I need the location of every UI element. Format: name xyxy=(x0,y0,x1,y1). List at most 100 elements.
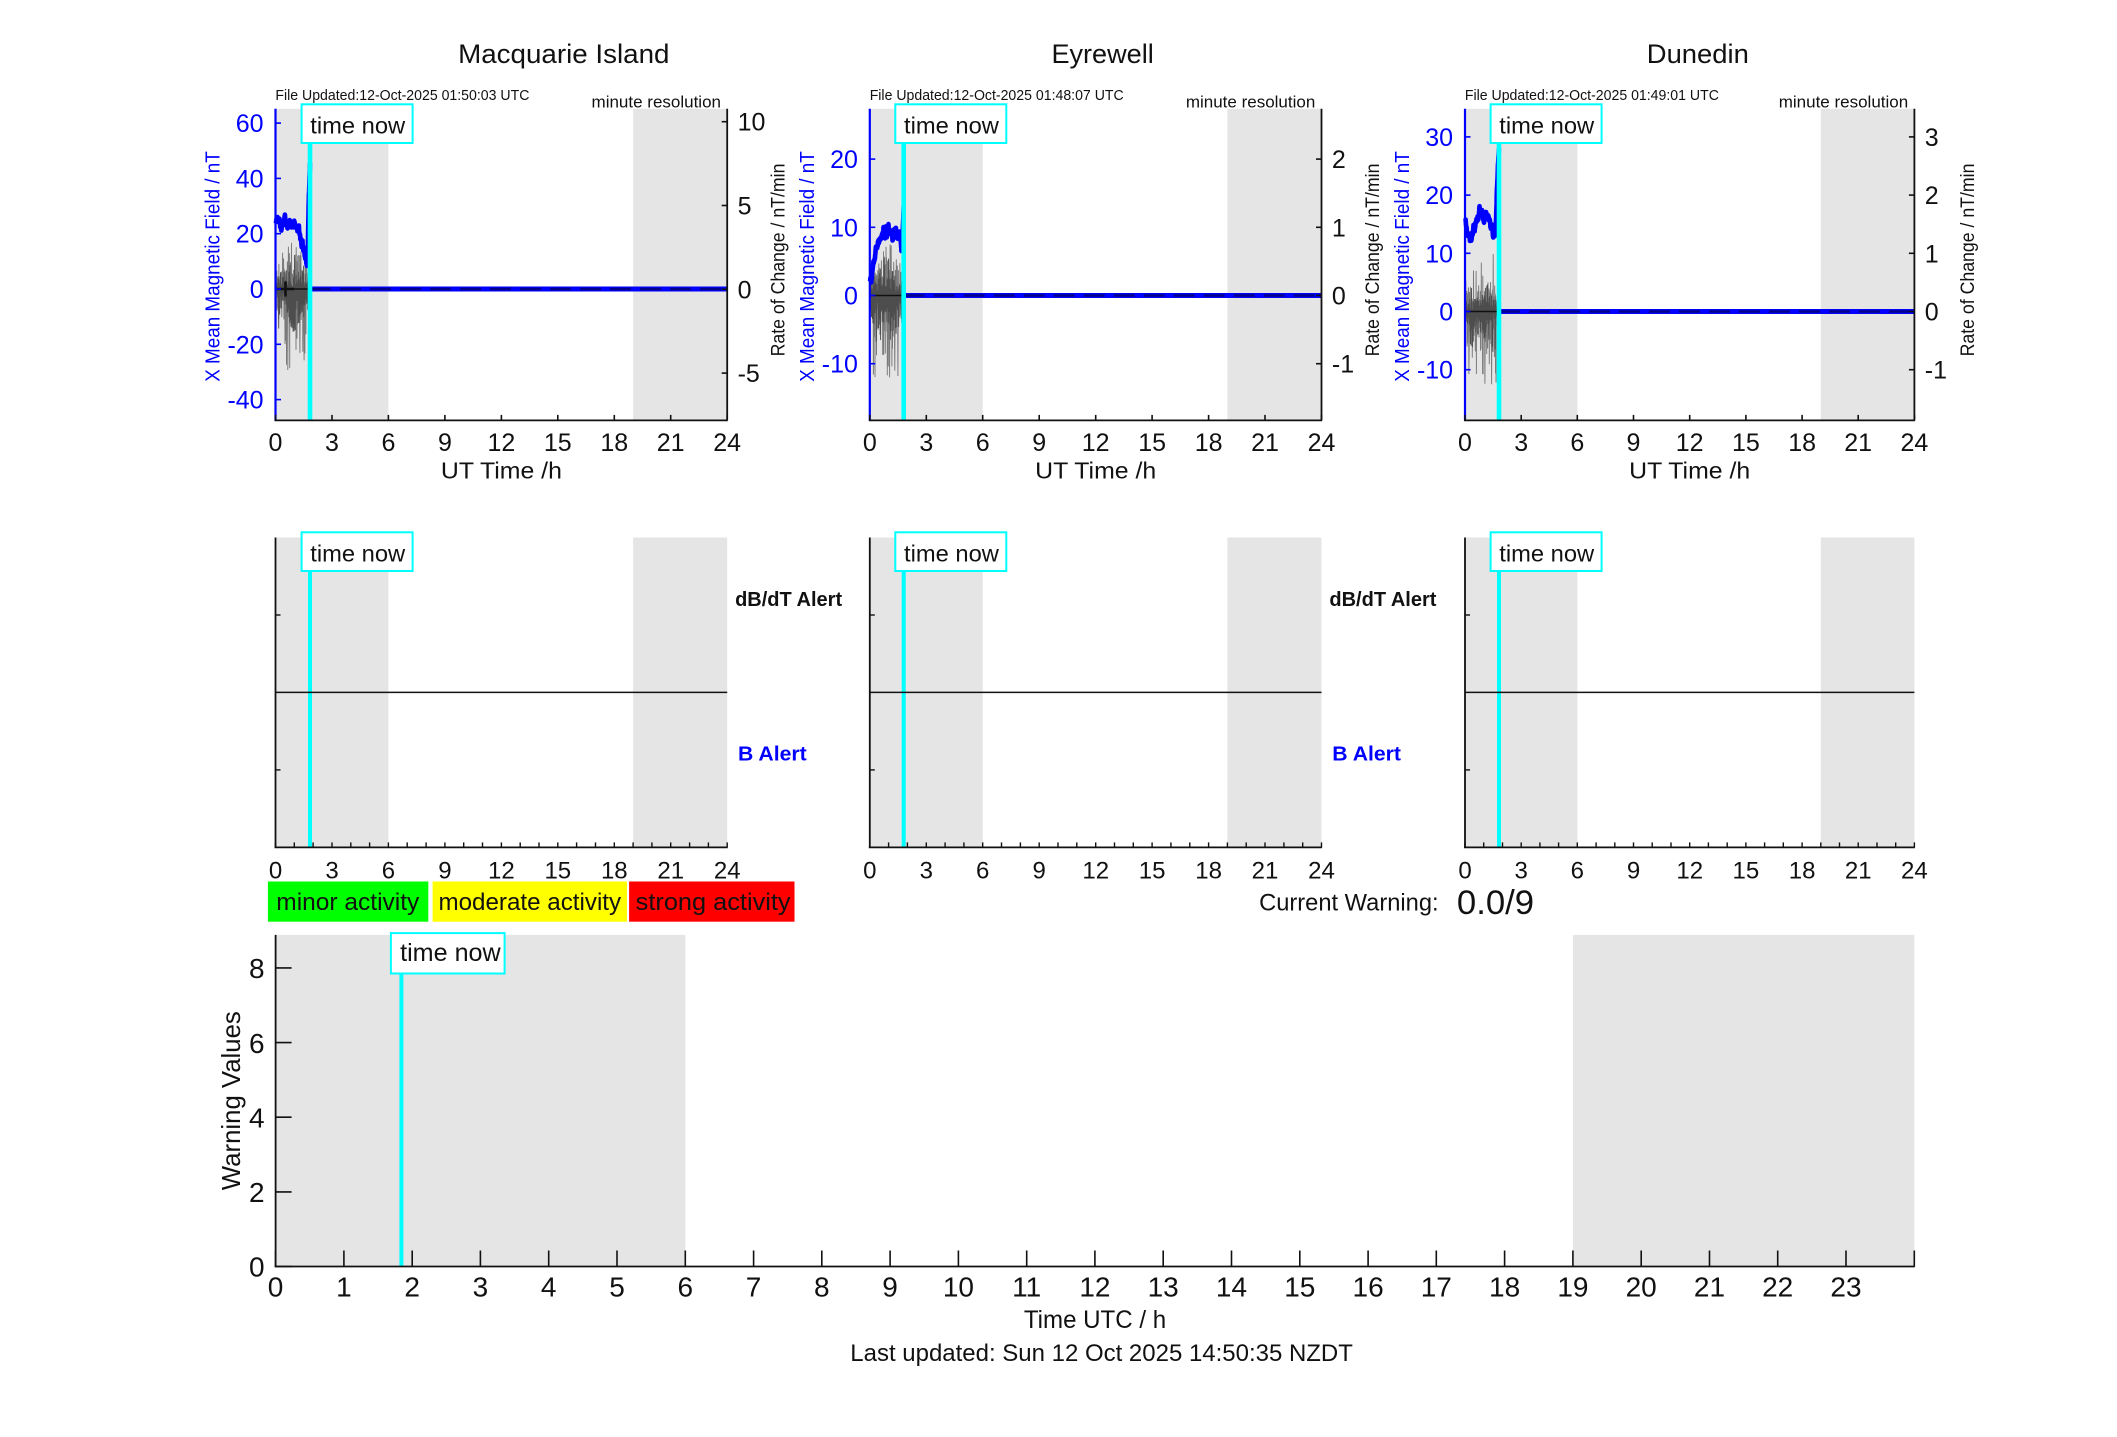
svg-text:6: 6 xyxy=(678,1271,694,1302)
svg-text:time now: time now xyxy=(400,939,502,967)
svg-text:6: 6 xyxy=(1571,857,1584,884)
svg-text:6: 6 xyxy=(976,857,989,884)
svg-text:time now: time now xyxy=(904,541,1000,567)
svg-text:UT Time /h: UT Time /h xyxy=(1035,457,1156,483)
svg-text:3: 3 xyxy=(325,429,339,457)
svg-text:5: 5 xyxy=(738,193,752,221)
svg-text:9: 9 xyxy=(438,429,452,457)
svg-text:10: 10 xyxy=(738,109,766,137)
svg-text:18: 18 xyxy=(1489,1271,1520,1302)
svg-text:7: 7 xyxy=(746,1271,762,1302)
svg-text:0: 0 xyxy=(1439,299,1453,327)
svg-text:strong activity: strong activity xyxy=(636,889,791,916)
svg-text:UT Time /h: UT Time /h xyxy=(441,457,562,483)
svg-text:6: 6 xyxy=(1570,429,1584,457)
svg-text:10: 10 xyxy=(830,214,858,242)
svg-text:14: 14 xyxy=(1216,1271,1247,1302)
svg-text:11: 11 xyxy=(1012,1271,1041,1302)
svg-text:moderate activity: moderate activity xyxy=(439,889,622,916)
svg-text:Eyrewell: Eyrewell xyxy=(1051,39,1153,69)
svg-text:-10: -10 xyxy=(822,351,858,379)
svg-text:File Updated:12-Oct-2025 01:48: File Updated:12-Oct-2025 01:48:07 UTC xyxy=(870,88,1124,104)
svg-text:3: 3 xyxy=(325,857,338,884)
svg-text:21: 21 xyxy=(1251,429,1279,457)
svg-text:0: 0 xyxy=(269,857,282,884)
svg-text:21: 21 xyxy=(1844,429,1872,457)
svg-text:0: 0 xyxy=(269,429,283,457)
svg-text:Last updated: Sun 12 Oct 2025: Last updated: Sun 12 Oct 2025 14:50:35 N… xyxy=(850,1340,1353,1367)
svg-text:30: 30 xyxy=(1425,124,1453,152)
svg-text:8: 8 xyxy=(249,953,265,984)
svg-text:dB/dT Alert: dB/dT Alert xyxy=(1329,589,1436,611)
svg-text:0: 0 xyxy=(268,1271,284,1302)
svg-text:0: 0 xyxy=(250,276,264,304)
svg-text:40: 40 xyxy=(236,165,264,193)
svg-text:4: 4 xyxy=(249,1102,265,1133)
svg-text:0: 0 xyxy=(1458,429,1472,457)
svg-text:X Mean Magnetic Field / nT: X Mean Magnetic Field / nT xyxy=(797,151,819,382)
svg-text:UT Time /h: UT Time /h xyxy=(1629,457,1750,483)
svg-text:12: 12 xyxy=(1082,857,1109,884)
svg-text:Macquarie Island: Macquarie Island xyxy=(458,39,669,69)
svg-text:-20: -20 xyxy=(227,331,263,359)
svg-text:Rate of Change / nT/min: Rate of Change / nT/min xyxy=(1363,164,1384,357)
svg-text:24: 24 xyxy=(714,857,741,884)
svg-text:9: 9 xyxy=(882,1271,898,1302)
svg-text:9: 9 xyxy=(1032,429,1046,457)
svg-text:21: 21 xyxy=(657,429,685,457)
svg-text:Dunedin: Dunedin xyxy=(1647,39,1749,69)
svg-text:Rate of Change / nT/min: Rate of Change / nT/min xyxy=(1958,164,1979,357)
svg-text:18: 18 xyxy=(1788,429,1816,457)
svg-text:Current Warning:: Current Warning: xyxy=(1259,889,1439,916)
svg-text:15: 15 xyxy=(1732,429,1760,457)
svg-text:18: 18 xyxy=(1195,429,1223,457)
svg-text:9: 9 xyxy=(1627,429,1641,457)
svg-text:15: 15 xyxy=(544,429,572,457)
svg-text:6: 6 xyxy=(381,429,395,457)
svg-text:15: 15 xyxy=(544,857,571,884)
svg-text:File Updated:12-Oct-2025 01:50: File Updated:12-Oct-2025 01:50:03 UTC xyxy=(275,88,529,104)
svg-text:Warning Values: Warning Values xyxy=(216,1011,246,1190)
svg-text:3: 3 xyxy=(473,1271,489,1302)
svg-text:10: 10 xyxy=(1425,240,1453,268)
svg-text:24: 24 xyxy=(1901,857,1928,884)
svg-text:3: 3 xyxy=(919,429,933,457)
svg-text:9: 9 xyxy=(1627,857,1640,884)
svg-text:Time UTC / h: Time UTC / h xyxy=(1024,1306,1166,1334)
svg-text:1: 1 xyxy=(1332,214,1346,242)
svg-text:18: 18 xyxy=(1195,857,1222,884)
svg-text:2: 2 xyxy=(249,1177,265,1208)
svg-text:-40: -40 xyxy=(227,387,263,415)
svg-text:10: 10 xyxy=(943,1271,974,1302)
svg-text:time now: time now xyxy=(310,113,406,139)
svg-text:20: 20 xyxy=(1425,182,1453,210)
svg-text:0: 0 xyxy=(249,1252,265,1283)
svg-text:time now: time now xyxy=(310,541,406,567)
svg-text:18: 18 xyxy=(601,857,628,884)
svg-text:21: 21 xyxy=(1252,857,1279,884)
svg-text:-10: -10 xyxy=(1417,357,1453,385)
svg-text:12: 12 xyxy=(487,429,515,457)
svg-text:2: 2 xyxy=(1332,146,1346,174)
svg-text:Rate of Change / nT/min: Rate of Change / nT/min xyxy=(769,164,790,357)
svg-text:0: 0 xyxy=(844,283,858,311)
svg-text:-1: -1 xyxy=(1925,357,1947,385)
svg-text:4: 4 xyxy=(541,1271,557,1302)
svg-text:X Mean Magnetic Field / nT: X Mean Magnetic Field / nT xyxy=(1392,151,1414,382)
svg-text:minor activity: minor activity xyxy=(276,889,419,916)
svg-text:1: 1 xyxy=(336,1271,352,1302)
svg-text:12: 12 xyxy=(1676,429,1704,457)
svg-text:3: 3 xyxy=(1925,124,1939,152)
svg-text:minute resolution: minute resolution xyxy=(1779,93,1908,112)
svg-text:24: 24 xyxy=(1308,857,1335,884)
svg-text:15: 15 xyxy=(1733,857,1760,884)
svg-text:6: 6 xyxy=(976,429,990,457)
svg-text:5: 5 xyxy=(609,1271,625,1302)
svg-text:16: 16 xyxy=(1353,1271,1384,1302)
svg-text:2: 2 xyxy=(1925,182,1939,210)
svg-text:12: 12 xyxy=(1079,1271,1110,1302)
svg-text:0: 0 xyxy=(863,429,877,457)
svg-text:15: 15 xyxy=(1284,1271,1315,1302)
svg-text:2: 2 xyxy=(404,1271,420,1302)
svg-text:B Alert: B Alert xyxy=(738,744,807,766)
